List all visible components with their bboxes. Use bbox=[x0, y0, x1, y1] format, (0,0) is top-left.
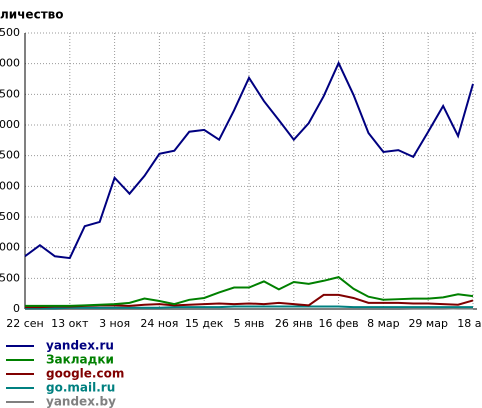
y-tick-label: 500 bbox=[0, 87, 20, 100]
x-tick-label: 24 ноя bbox=[140, 317, 178, 330]
x-tick-label: 8 мар bbox=[367, 317, 400, 330]
legend-label: yandex.by bbox=[46, 395, 116, 408]
y-tick-label: 500 bbox=[0, 210, 20, 223]
y-tick-label: 0 bbox=[13, 302, 20, 315]
y-tick-label: 000 bbox=[0, 57, 20, 70]
series-line bbox=[25, 305, 473, 310]
x-tick-label: 22 сен bbox=[6, 317, 44, 330]
legend-label: google.com bbox=[46, 367, 124, 381]
series-line bbox=[25, 276, 474, 307]
x-tick-label: 5 янв bbox=[234, 317, 265, 330]
y-tick-label: 000 bbox=[0, 179, 20, 192]
chart-title: личество bbox=[0, 8, 63, 22]
series-line bbox=[25, 307, 473, 310]
plot-area bbox=[25, 33, 477, 309]
y-tick-label: 500 bbox=[0, 26, 20, 39]
legend-label: go.mail.ru bbox=[46, 381, 115, 395]
x-tick-label: 18 ап bbox=[457, 317, 482, 330]
y-tick-label: 000 bbox=[0, 241, 20, 254]
y-tick-label: 500 bbox=[0, 149, 20, 162]
x-tick-label: 3 ноя bbox=[99, 317, 130, 330]
y-tick-label: 500 bbox=[0, 271, 20, 284]
x-tick-label: 13 окт bbox=[51, 317, 89, 330]
y-tick-label: 000 bbox=[0, 118, 20, 131]
legend-label: yandex.ru bbox=[46, 339, 114, 353]
x-tick-label: 15 дек bbox=[185, 317, 224, 330]
x-tick-label: 16 фев bbox=[319, 317, 359, 330]
x-tick-label: 29 мар bbox=[408, 317, 448, 330]
x-tick-label: 26 янв bbox=[275, 317, 313, 330]
legend-label: Закладки bbox=[46, 353, 114, 367]
series-line bbox=[24, 60, 474, 260]
